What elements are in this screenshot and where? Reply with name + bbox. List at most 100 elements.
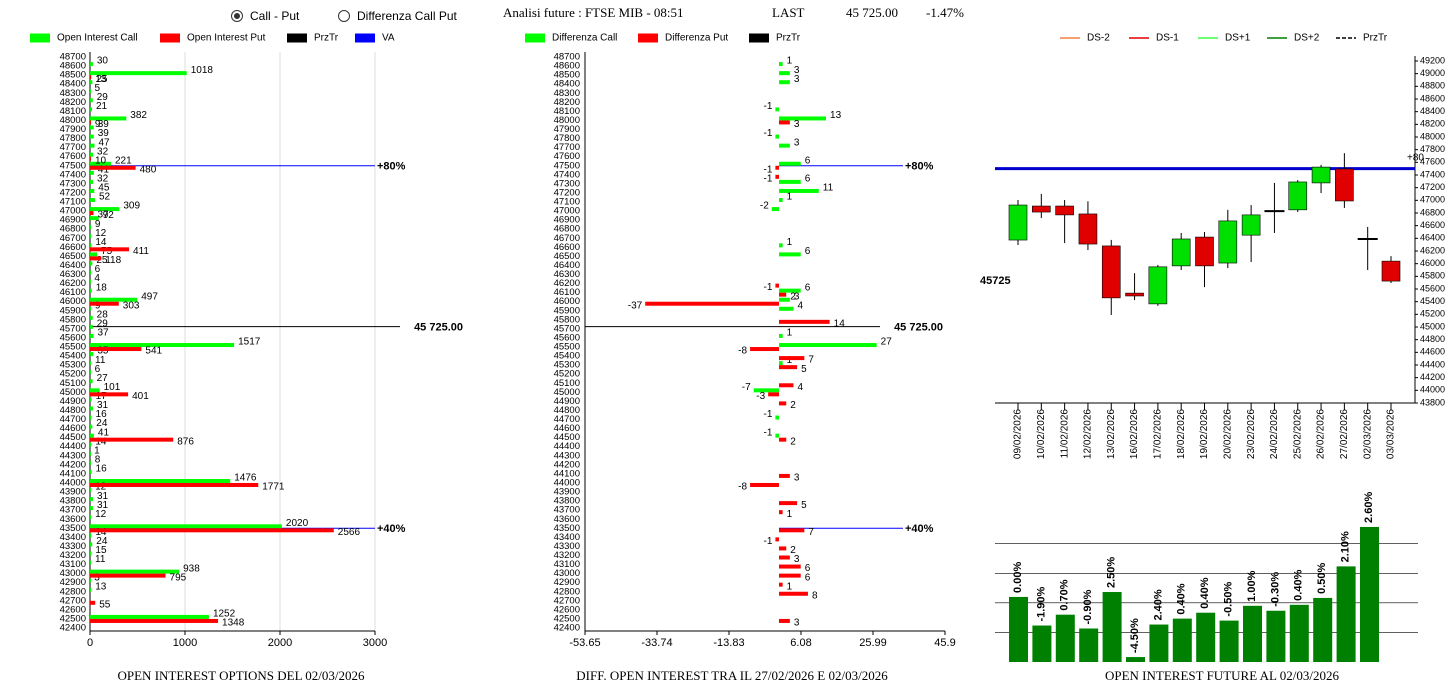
x-tick-label: 03/03/2026 (1386, 409, 1397, 459)
value-label: 37 (98, 328, 110, 339)
candle-body (1125, 292, 1144, 297)
y-tick-label: 47700 (554, 142, 580, 153)
bar (779, 356, 805, 361)
y-tick-label: 44400 (1420, 359, 1445, 369)
bar (1126, 657, 1145, 662)
y-tick-label: 46200 (554, 278, 580, 289)
legend-label: Differenza Put (665, 33, 728, 44)
y-tick-label: 48000 (60, 115, 86, 126)
value-label: 5 (801, 364, 807, 375)
y-tick-label: 43300 (60, 541, 86, 552)
y-tick-label: 46000 (1420, 258, 1445, 268)
y-tick-label: 45700 (554, 323, 580, 334)
value-label: 7 (808, 355, 814, 366)
bar (779, 528, 805, 533)
y-tick-label: 44800 (554, 405, 580, 416)
y-tick-label: 46100 (60, 287, 86, 298)
value-label: 1 (787, 581, 793, 592)
y-tick-label: 47800 (60, 133, 86, 144)
y-tick-label: 44800 (1420, 334, 1445, 344)
value-label: 14 (834, 318, 846, 329)
y-tick-label: 48400 (1420, 106, 1445, 116)
y-tick-label: 45900 (60, 305, 86, 316)
bar (779, 243, 783, 248)
y-tick-label: 43500 (60, 523, 86, 534)
bar (779, 252, 801, 257)
bar (90, 225, 91, 230)
bar (90, 125, 94, 130)
value-label: 8 (812, 590, 818, 601)
legend-label: DS+2 (1294, 33, 1320, 44)
y-tick-label: 44600 (554, 423, 580, 434)
y-tick-label: 48000 (1420, 131, 1445, 141)
legend-label: Differenza Call (552, 33, 617, 44)
bar (90, 297, 138, 302)
bar (1149, 624, 1169, 662)
value-label: 1 (94, 445, 100, 456)
chart-title: DIFF. OPEN INTEREST TRA IL 27/02/2026 E … (576, 668, 888, 683)
y-tick-label: 43800 (1420, 397, 1445, 407)
value-label: 14 (95, 436, 107, 447)
y-tick-label: 42600 (60, 604, 86, 615)
bar (90, 188, 95, 193)
change-label: -0.90% (1082, 589, 1094, 624)
y-tick-label: 47700 (60, 142, 86, 153)
y-tick-label: 46900 (554, 215, 580, 226)
value-label: 14 (95, 237, 107, 248)
y-tick-label: 47200 (554, 187, 580, 198)
value-label: 309 (123, 201, 140, 212)
y-tick-label: 48600 (60, 61, 86, 72)
y-tick-label: 44900 (60, 396, 86, 407)
bar (779, 501, 798, 506)
x-tick-label: 18/02/2026 (1176, 409, 1187, 459)
y-tick-label: 45800 (554, 314, 580, 325)
candle-body (1288, 181, 1308, 211)
bar (768, 392, 780, 397)
radio[interactable] (338, 10, 350, 22)
bar (90, 442, 92, 447)
bar (90, 243, 92, 248)
y-tick-label: 43400 (60, 532, 86, 543)
y-tick-label: 46000 (554, 296, 580, 307)
y-tick-label: 45300 (60, 360, 86, 371)
change-label: -0.50% (1223, 582, 1235, 617)
bar (90, 333, 94, 338)
va-label: +80% (905, 161, 934, 173)
y-tick-label: 44600 (60, 423, 86, 434)
bar (779, 555, 790, 560)
change-label: 0.50% (1316, 563, 1328, 594)
value-label: 4 (797, 382, 803, 393)
bar (1360, 526, 1379, 662)
value-label: 876 (177, 436, 194, 447)
bar (779, 343, 877, 348)
y-tick-label: 48500 (60, 70, 86, 81)
bar (90, 600, 96, 605)
x-tick-label: 27/02/2026 (1339, 409, 1350, 459)
y-tick-label: 48500 (554, 70, 580, 81)
option[interactable]: Differenza Call Put (357, 9, 457, 23)
value-label: 1018 (191, 65, 214, 76)
value-label: 25 (96, 255, 108, 266)
bar (90, 343, 235, 348)
value-label: 31 (97, 400, 109, 411)
bar (775, 107, 780, 112)
bar (779, 573, 801, 578)
option[interactable]: Call - Put (250, 9, 300, 23)
legend-label: DS+1 (1225, 33, 1251, 44)
candle-body (1335, 168, 1354, 202)
x-tick-label: -13.83 (713, 637, 744, 649)
value-label: 11 (95, 554, 106, 565)
bar (645, 301, 780, 306)
bar (1289, 604, 1309, 662)
bar (90, 451, 91, 456)
value-label: -8 (738, 482, 747, 493)
value-label: -7 (742, 382, 751, 393)
y-tick-label: 47900 (60, 124, 86, 135)
value-label: 2020 (286, 518, 309, 529)
change-label: 2.10% (1340, 531, 1352, 562)
legend-label: PrzTr (1363, 33, 1388, 44)
value-label: -3 (756, 391, 765, 402)
value-label: 28 (97, 309, 109, 320)
value-label: 31 (97, 491, 109, 502)
bar (90, 143, 95, 148)
